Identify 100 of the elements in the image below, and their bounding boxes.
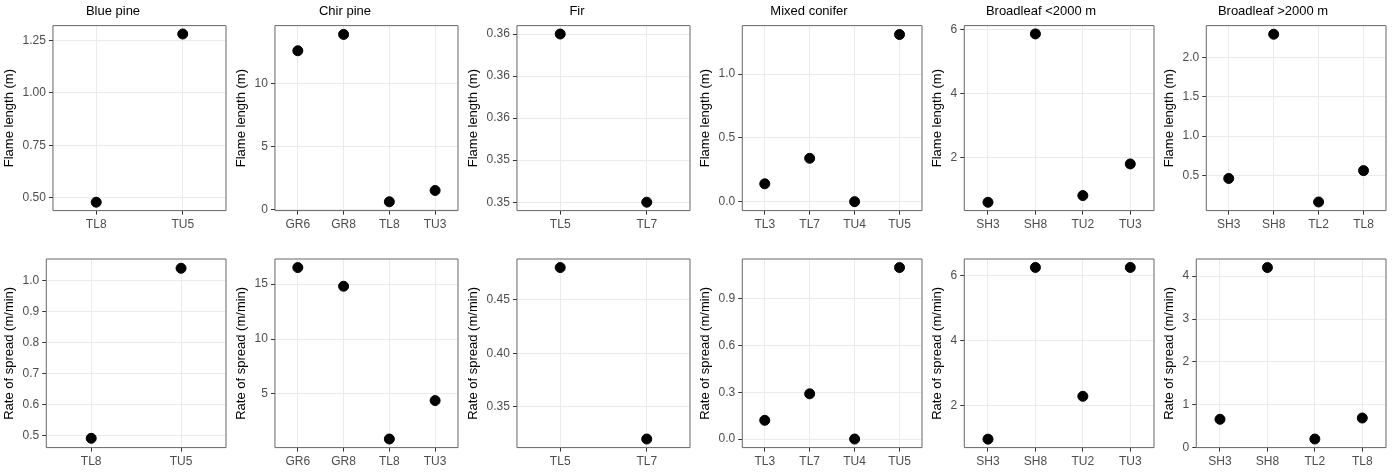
point	[1124, 261, 1136, 273]
x-tick-label: TL3	[754, 217, 776, 232]
y-axis-title: Flame length (m)	[697, 68, 713, 168]
x-tick-label: TL8	[80, 454, 102, 469]
y-tick-label: 1.5	[1182, 89, 1200, 104]
x-tick-label: TL8	[379, 217, 401, 232]
point	[1077, 190, 1089, 202]
y-tick-label: 3	[1182, 311, 1190, 326]
point	[1214, 413, 1226, 425]
y-tick-label: 6	[950, 268, 958, 283]
y-tick-label: 0.3	[718, 384, 736, 399]
x-tick-label: SH8	[1255, 454, 1280, 469]
point	[894, 29, 906, 41]
point	[894, 262, 906, 274]
y-tick-label: 5	[261, 386, 269, 401]
y-tick-label: 0.36	[486, 26, 511, 41]
chart-title: Broadleaf <2000 m	[985, 3, 1097, 19]
y-tick-label: 1	[1182, 397, 1190, 412]
x-tick-label: TU5	[169, 454, 193, 469]
y-tick-label: 0.0	[718, 193, 736, 208]
point	[849, 433, 861, 445]
y-axis-title: Rate of spread (m/min)	[697, 286, 713, 420]
x-tick-label: SH8	[1023, 217, 1048, 232]
y-tick-label: 0.9	[718, 291, 736, 306]
point	[292, 45, 304, 57]
x-tick-label: GR8	[331, 454, 357, 469]
y-tick-label: 15	[254, 276, 269, 291]
point	[804, 152, 816, 164]
point	[1077, 390, 1089, 402]
x-tick-label: GR8	[331, 217, 357, 232]
y-tick-label: 2	[950, 149, 958, 164]
x-tick-label: TL7	[636, 217, 658, 232]
point	[383, 196, 395, 208]
y-axis-title: Flame length (m)	[465, 68, 481, 168]
point	[1268, 28, 1280, 40]
x-tick-label: TL8	[1353, 217, 1375, 232]
x-tick-label: TU5	[888, 217, 912, 232]
y-tick-label: 2.0	[1182, 50, 1200, 65]
point	[429, 395, 441, 407]
point	[1309, 433, 1321, 445]
x-tick-label: GR6	[285, 454, 311, 469]
y-tick-label: 10	[254, 75, 269, 90]
y-tick-label: 1.0	[22, 272, 40, 287]
x-tick-label: SH3	[1217, 217, 1241, 232]
x-tick-label: TL2	[1308, 217, 1330, 232]
y-tick-label: 0.7	[22, 365, 40, 380]
x-tick-label: TU2	[1071, 217, 1095, 232]
chart-title: Blue pine	[85, 3, 141, 19]
y-tick-label: 0.35	[486, 194, 511, 209]
x-tick-label: TU3	[1118, 217, 1142, 232]
y-tick-label: 0.36	[486, 110, 511, 125]
x-tick-label: TL7	[636, 454, 658, 469]
y-axis-title: Flame length (m)	[1, 68, 17, 168]
chart-title: Chir pine	[318, 3, 372, 19]
x-tick-label: TU4	[843, 217, 867, 232]
chart-title: Broadleaf >2000 m	[1217, 3, 1329, 19]
x-tick-label: TL2	[1304, 454, 1326, 469]
x-tick-label: TL5	[549, 217, 571, 232]
point	[1029, 261, 1041, 273]
y-tick-label: 10	[254, 331, 269, 346]
y-axis-title: Rate of spread (m/min)	[465, 286, 481, 420]
y-tick-label: 0.35	[486, 399, 511, 414]
point	[338, 280, 350, 292]
y-tick-label: 0.0	[718, 431, 736, 446]
x-tick-label: GR6	[285, 217, 311, 232]
x-tick-label: TL7	[799, 217, 821, 232]
point	[982, 433, 994, 445]
y-tick-label: 0.75	[22, 137, 47, 152]
point	[759, 178, 771, 190]
x-tick-label: TL5	[549, 454, 571, 469]
y-tick-label: 0.35	[486, 152, 511, 167]
x-tick-label: SH3	[976, 454, 1000, 469]
y-tick-label: 1.0	[718, 66, 736, 81]
point	[1313, 196, 1325, 208]
point	[338, 28, 350, 40]
x-tick-label: TL3	[754, 454, 776, 469]
x-tick-label: TL8	[379, 454, 401, 469]
x-tick-label: TU3	[423, 454, 447, 469]
x-tick-label: SH3	[1208, 454, 1232, 469]
y-tick-label: 6	[950, 21, 958, 36]
y-tick-label: 0.9	[22, 303, 40, 318]
chart-title: Fir	[569, 3, 586, 19]
y-tick-label: 1.25	[22, 32, 47, 47]
point	[292, 262, 304, 274]
point	[1029, 28, 1041, 40]
x-tick-label: SH3	[976, 217, 1000, 232]
x-tick-label: SH8	[1262, 217, 1286, 232]
x-tick-label: TU2	[1071, 454, 1095, 469]
y-tick-label: 0.40	[486, 345, 511, 360]
x-tick-label: TU4	[843, 454, 867, 469]
point	[1356, 412, 1368, 424]
y-tick-label: 0	[1182, 439, 1190, 454]
y-axis-title: Rate of spread (m/min)	[233, 286, 249, 420]
x-tick-label: TU5	[171, 217, 195, 232]
y-axis-title: Flame length (m)	[929, 68, 945, 168]
x-tick-label: TU5	[888, 454, 912, 469]
point	[759, 414, 771, 426]
y-tick-label: 0.36	[486, 68, 511, 83]
y-tick-label: 0.6	[22, 396, 40, 411]
point	[1358, 165, 1370, 177]
